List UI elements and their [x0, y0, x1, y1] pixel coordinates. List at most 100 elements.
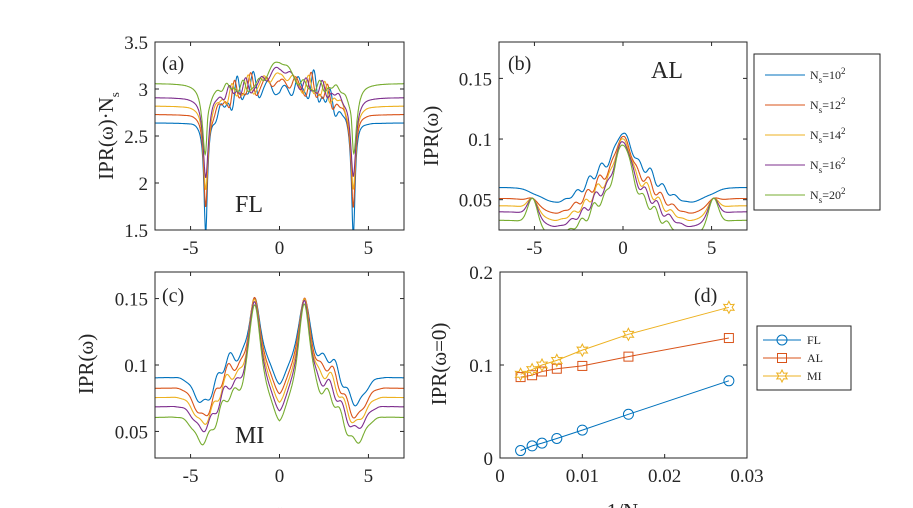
legend-phase-label: FL [807, 333, 821, 347]
panel-c-xtick-label: 5 [364, 466, 374, 487]
panel-c-series-line [155, 298, 404, 425]
panel-b-series-line [499, 135, 747, 214]
legend-phase: FL AL MI [756, 325, 852, 391]
panel-a-curves [155, 61, 404, 230]
panel-d-xtick-label: 0 [495, 466, 505, 487]
legend-size-n: N [810, 158, 819, 172]
panel-c-series-line [155, 296, 404, 419]
panel-c-series-line [155, 299, 404, 433]
panel-c-xtick-label: -5 [183, 466, 199, 487]
panel-b-series-line [499, 138, 747, 222]
panel-d-xtick-label: 0.03 [730, 466, 763, 487]
panel-d-point-mi [514, 367, 527, 382]
legend-size-value: =20 [822, 188, 841, 202]
panel-a-series-line [155, 61, 404, 156]
panel-d-ytick-label: 0.2 [469, 263, 493, 284]
legend-size-sub: s [819, 165, 823, 175]
panel-d-label: (d) [694, 285, 717, 307]
panel-b-ticks: -5 0 5 0.05 0.1 0.15 [459, 42, 747, 259]
panel-c-axes-box [154, 271, 405, 459]
panel-d-series [514, 300, 736, 457]
legend-phase-items: FL AL MI [763, 333, 823, 384]
legend-size-n: N [810, 188, 819, 202]
legend-size-label: Ns=202 [810, 186, 845, 205]
panel-b-xtick-label: 0 [618, 238, 628, 259]
panel-d-ytick-label: 0 [484, 449, 494, 470]
panel-d-xlabel-main: 1/N [607, 499, 639, 508]
panel-d-point-fl [551, 432, 563, 444]
legend-phase-box [756, 325, 852, 391]
panel-c: -5 0 5 0.05 0.1 0.15 (c) MI IPR(ω) ω [74, 271, 405, 508]
panel-a-xtick-label: 5 [364, 238, 374, 259]
panel-c-series-line [155, 297, 404, 407]
legend-size-value: =12 [822, 98, 841, 112]
panel-d-point-al [577, 360, 588, 371]
legend-size-sub: s [819, 135, 823, 145]
panel-b-ytick-label: 0.15 [459, 69, 492, 90]
panel-d-series-line-mi [520, 306, 730, 375]
panel-d-point-al [623, 351, 634, 362]
panel-b-series-line [499, 141, 747, 228]
panel-d-point-mi [722, 300, 736, 315]
legend-size-sup: 2 [841, 156, 846, 166]
legend-size-sup: 2 [841, 186, 846, 196]
panel-a-xtick-label: 0 [275, 238, 285, 259]
panel-a-series-line [155, 69, 404, 230]
legend-phase-marker [775, 368, 789, 384]
panel-c-ytick-label: 0.15 [115, 290, 148, 311]
panel-a-ytick-label: 1.5 [124, 221, 148, 242]
panel-c-ylabel: IPR(ω) [74, 334, 98, 395]
panel-b-phase-label: AL [651, 58, 683, 84]
panel-b: -5 0 5 0.05 0.1 0.15 (b) AL IPR(ω) [419, 41, 748, 259]
panel-b-curves [499, 132, 747, 230]
panel-c-series-line [155, 303, 404, 446]
legend-size-n: N [810, 98, 819, 112]
panel-b-series-line [499, 132, 747, 203]
legend-phase-marker [776, 334, 788, 346]
panel-d-xlabel: 1/Ns [607, 499, 644, 508]
panel-d-point-fl [622, 408, 634, 420]
panel-d-point-fl [515, 445, 527, 457]
panel-d-point-mi [576, 342, 589, 358]
panel-b-xtick-label: -5 [527, 238, 543, 259]
panel-d-point-mi [535, 357, 549, 373]
panel-d-xtick-label: 0.02 [648, 466, 681, 487]
legend-size-value: =16 [822, 158, 841, 172]
panel-d-series-line-fl [520, 380, 730, 452]
panel-a-ticks: -5 0 5 1.5 2 2.5 3 3.5 [124, 33, 404, 259]
panel-c-xlabel: ω [273, 499, 287, 508]
legend-size-sub: s [819, 105, 823, 115]
legend-size-sup: 2 [841, 126, 846, 136]
panel-c-xtick-label: 0 [275, 466, 285, 487]
panel-c-ytick-label: 0.1 [124, 356, 148, 377]
legend-size-n: N [810, 68, 819, 82]
legend-size-n: N [810, 128, 819, 142]
panel-c-phase-label: MI [235, 423, 264, 449]
panel-a-ytick-label: 2.5 [124, 127, 148, 148]
panel-b-xtick-label: 5 [707, 238, 717, 259]
panel-a-ylabel: IPR(ω)·Ns [94, 92, 122, 180]
panel-d-point-mi [550, 353, 563, 368]
panel-a-label: (a) [162, 53, 184, 75]
legend-phase-label: MI [807, 369, 822, 383]
panel-d-point-fl [723, 375, 735, 387]
legend-size-value: =10 [822, 68, 841, 82]
panel-a-ytick-label: 2 [139, 174, 149, 195]
panel-c-ticks: -5 0 5 0.05 0.1 0.15 [115, 272, 404, 487]
panel-a-series-line [155, 66, 404, 179]
panel-d-point-al [723, 333, 734, 344]
legend-size-label: Ns=102 [810, 66, 845, 85]
panel-d-xtick-label: 0.01 [566, 466, 599, 487]
panel-a-phase-label: FL [235, 192, 263, 218]
legend-phase-label: AL [807, 351, 823, 365]
panel-a: -5 0 5 1.5 2 2.5 3 3.5 (a) FL IPR(ω)·Ns [94, 33, 405, 259]
panel-a-ytick-label: 3 [139, 80, 149, 101]
panel-d-point-fl [526, 440, 538, 452]
panel-d-point-al [551, 363, 562, 374]
legend-size-label: Ns=142 [810, 126, 845, 145]
panel-a-axes-box [154, 41, 405, 231]
panel-b-label: (b) [508, 53, 531, 75]
panel-d-ylabel: IPR(ω=0) [427, 323, 451, 406]
